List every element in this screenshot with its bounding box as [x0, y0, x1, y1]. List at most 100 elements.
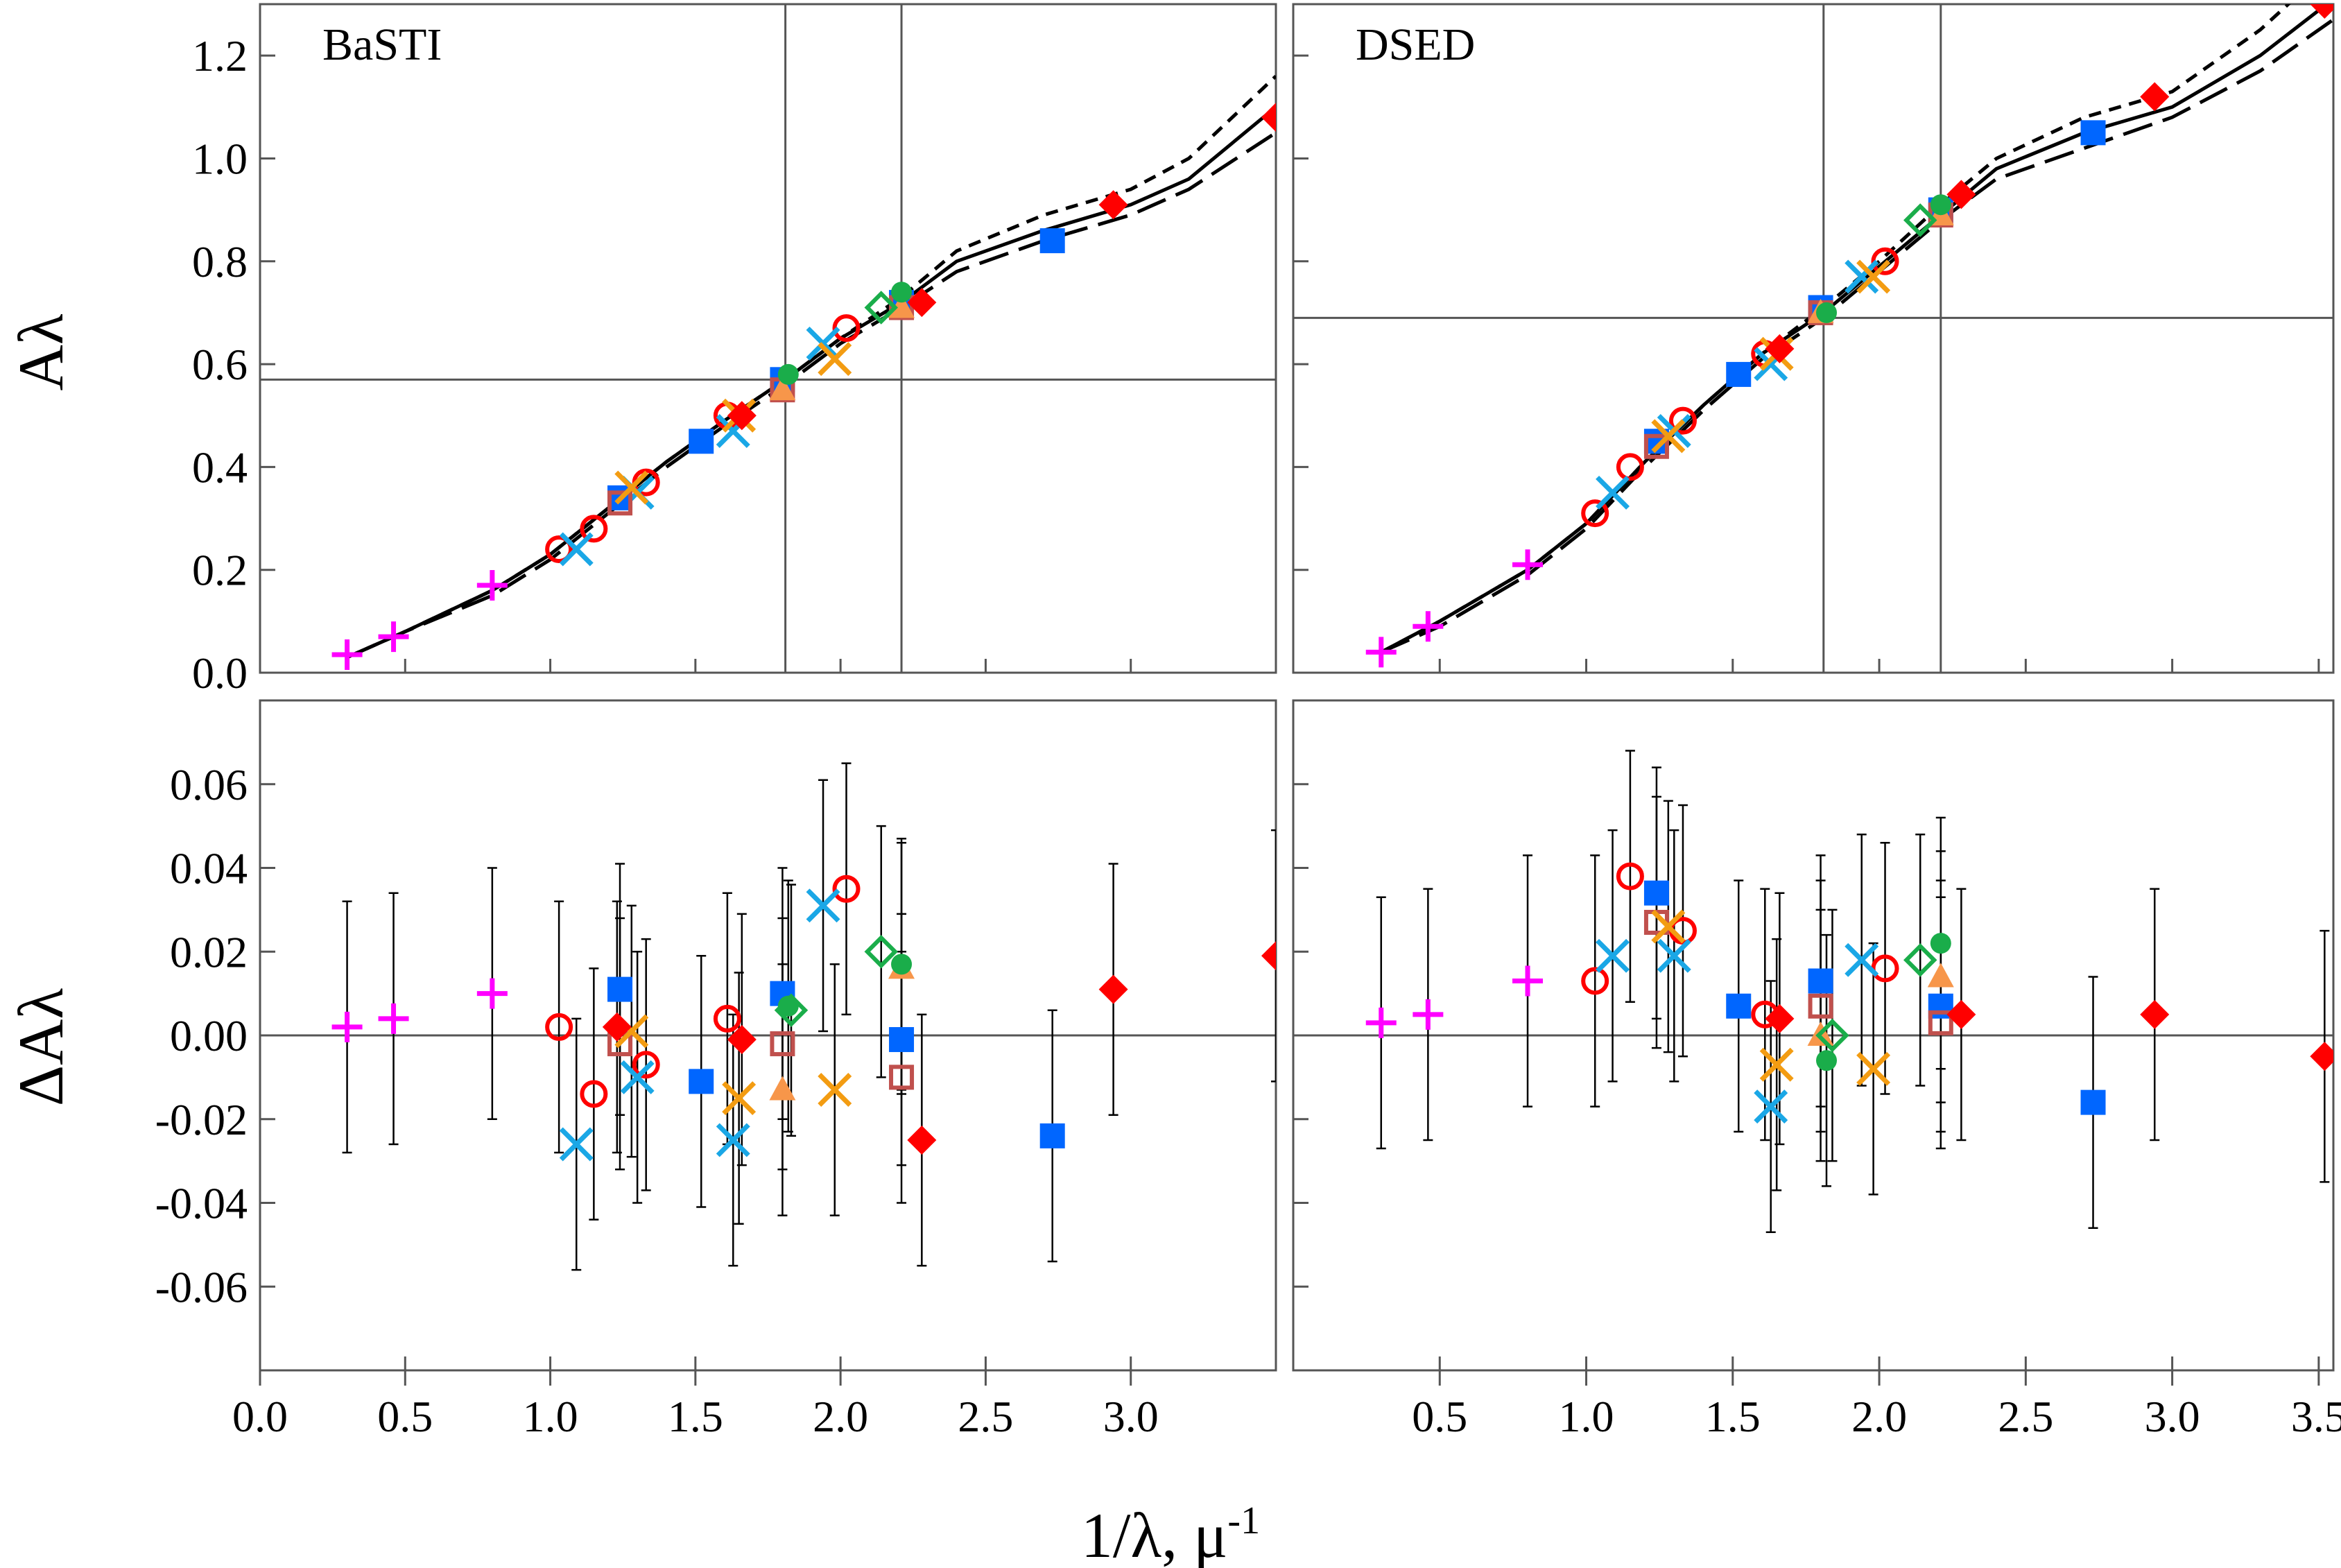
- y-tick-label: 0.02: [170, 927, 248, 976]
- point-orange-triangle: [769, 1076, 796, 1101]
- plot-content: [331, 74, 1276, 671]
- point-red-open-circle: [545, 535, 573, 564]
- point-red-diamond: [727, 1025, 757, 1055]
- point-green-open-diamond: [1815, 1018, 1849, 1053]
- point-green-open-diamond: [864, 935, 898, 969]
- point-green-circle: [891, 282, 913, 303]
- panels: 0.0 0.2 0.4 0.6 0.8 1.0 1.2 BaSTI DSED -0.06 -0.04…: [155, 3, 2341, 1441]
- x-tick-label: 3.5: [2291, 1392, 2341, 1441]
- top-y-axis-title: Aλ: [6, 313, 76, 390]
- point-cyan-x: [559, 532, 594, 567]
- x-tick-label: 0.5: [1412, 1392, 1467, 1441]
- point-red-open-circle: [713, 1004, 741, 1033]
- point-brown-open-square: [889, 1065, 915, 1090]
- x-tick-label: 3.0: [1103, 1392, 1159, 1441]
- point-green-open-diamond: [864, 291, 898, 325]
- point-orange-triangle: [888, 293, 915, 318]
- point-blue-square: [1039, 228, 1065, 254]
- plot-content: [1365, 750, 2333, 1234]
- point-blue-square: [1808, 968, 1833, 994]
- x-axis-title: 1/λ, μ-1: [1081, 1499, 1260, 1568]
- point-blue-square: [1726, 361, 1752, 387]
- point-red-diamond: [2140, 999, 2170, 1029]
- point-red-diamond: [1946, 180, 1976, 209]
- point-cyan-x: [1845, 942, 1879, 977]
- point-blue-square: [689, 429, 714, 454]
- axis-titles: 1/λ, μ-1 Aλ ΔAλ: [6, 313, 1260, 1568]
- point-green-circle: [1930, 194, 1951, 216]
- error-bar: [1677, 804, 1688, 1058]
- y-tick-label: 1.2: [192, 31, 248, 80]
- plot-content: [331, 762, 1276, 1271]
- point-red-open-circle: [580, 1080, 608, 1108]
- x-axis-title-sup: -1: [1227, 1499, 1260, 1542]
- error-bar: [1271, 829, 1276, 1083]
- point-green-circle: [891, 954, 913, 975]
- panel-DSED-top: DSED: [1292, 3, 2335, 674]
- point-brown-open-square: [1928, 1010, 1953, 1035]
- y-tick-label: -0.06: [155, 1262, 248, 1311]
- point-red-open-circle: [545, 1013, 573, 1041]
- point-orange-x: [1651, 419, 1686, 454]
- error-bar: [554, 900, 564, 1154]
- point-green-open-diamond: [774, 993, 809, 1028]
- x-axis-title-main: 1/λ, μ: [1081, 1500, 1228, 1568]
- point-cyan-x: [806, 326, 840, 361]
- point-red-open-circle: [1581, 967, 1609, 995]
- x-tick-label: 0.5: [377, 1392, 433, 1441]
- point-blue-square: [2080, 1089, 2106, 1115]
- panel-BaSTI-bottom: -0.06 -0.04 -0.02 0.00 0.02 0.04 0.06 0.0 0.5 1.0…: [155, 699, 1277, 1441]
- point-magenta-plus: [476, 569, 508, 601]
- y-tick-label: 0.2: [192, 546, 248, 595]
- point-orange-x: [1856, 1051, 1891, 1086]
- point-red-diamond: [2310, 1042, 2333, 1071]
- x-tick-label: 1.5: [668, 1392, 723, 1441]
- point-magenta-plus: [1365, 637, 1397, 668]
- point-blue-square: [889, 1027, 915, 1053]
- y-tick-label: 0.8: [192, 237, 248, 286]
- point-cyan-x: [1596, 938, 1630, 973]
- error-bar: [641, 938, 651, 1191]
- y-tick-label: -0.04: [155, 1179, 248, 1228]
- point-magenta-plus: [1365, 1007, 1397, 1038]
- x-tick-label: 0.0: [232, 1392, 288, 1441]
- point-magenta-plus: [331, 1011, 363, 1042]
- error-bar: [841, 762, 852, 1016]
- error-bar: [1590, 854, 1600, 1108]
- point-orange-x: [818, 342, 852, 377]
- point-red-diamond: [1261, 941, 1276, 971]
- point-cyan-x: [1657, 938, 1691, 973]
- point-brown-open-square: [607, 490, 633, 516]
- bottom-y-axis-title: ΔAλ: [6, 988, 76, 1107]
- point-red-open-circle: [832, 314, 861, 343]
- point-orange-x: [1856, 259, 1891, 294]
- point-orange-x: [818, 1073, 852, 1107]
- point-orange-triangle: [1927, 963, 1954, 988]
- x-tick-label: 1.5: [1705, 1392, 1761, 1441]
- error-bar: [1651, 795, 1661, 1049]
- panel-DSED-bottom: 0.5 1.0 1.5 2.0 2.5 3.0 3.5: [1292, 699, 2341, 1441]
- y-tick-label: 0.4: [192, 442, 248, 492]
- point-red-diamond: [1261, 103, 1276, 132]
- point-magenta-plus: [1413, 999, 1444, 1030]
- point-magenta-plus: [378, 621, 409, 653]
- point-orange-x: [1759, 1047, 1794, 1082]
- point-magenta-plus: [476, 978, 508, 1009]
- point-blue-square: [1643, 880, 1669, 906]
- y-tick-label: 0.04: [170, 844, 248, 893]
- point-green-circle: [1816, 302, 1838, 323]
- point-red-diamond: [1765, 1003, 1795, 1033]
- x-tick-label: 2.5: [958, 1392, 1013, 1441]
- point-cyan-x: [559, 1127, 594, 1162]
- point-red-diamond: [2140, 82, 2170, 112]
- x-tick-label: 3.0: [2145, 1392, 2200, 1441]
- point-green-circle: [777, 363, 799, 385]
- point-cyan-x: [620, 1060, 655, 1094]
- point-red-open-circle: [832, 875, 861, 903]
- point-red-diamond: [1765, 334, 1795, 363]
- point-blue-square: [1039, 1123, 1065, 1148]
- error-bar: [1915, 833, 1926, 1087]
- point-magenta-plus: [1413, 611, 1444, 642]
